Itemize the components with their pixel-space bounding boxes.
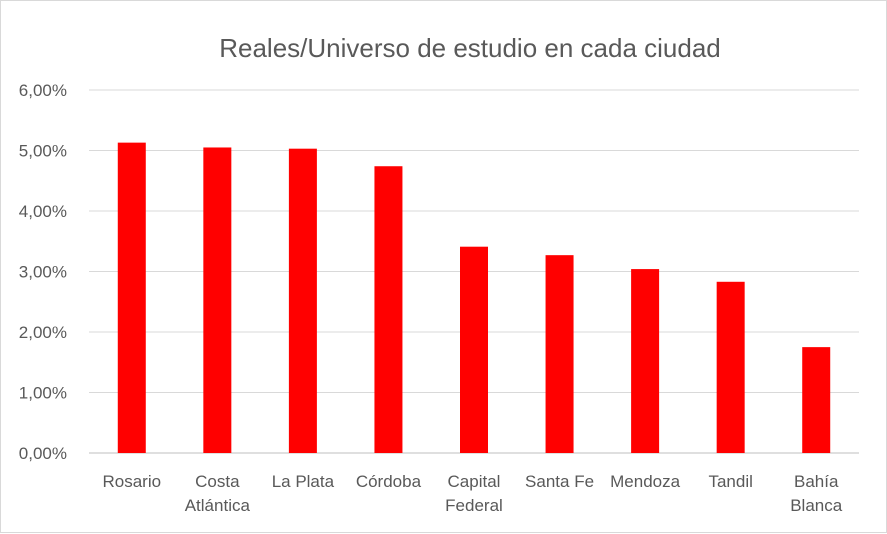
- bar: [545, 255, 574, 453]
- y-tick-label: 5,00%: [19, 142, 67, 161]
- x-tick-label: Capital Federal: [445, 472, 503, 515]
- x-axis-labels: Rosario Costa Atlántica La Plata Córdoba Capi…: [102, 472, 842, 515]
- x-tick-label: La Plata: [272, 472, 335, 491]
- bar: [631, 269, 660, 453]
- y-tick-label: 6,00%: [19, 81, 67, 100]
- y-tick-label: 2,00%: [19, 323, 67, 342]
- bar: [716, 281, 745, 453]
- bar: [802, 347, 831, 453]
- x-tick-label: Costa Atlántica: [185, 472, 251, 515]
- y-tick-label: 3,00%: [19, 263, 67, 282]
- chart-title: Reales/Universo de estudio en cada ciuda…: [219, 33, 721, 63]
- x-tick-label: Mendoza: [610, 472, 680, 491]
- bar: [203, 147, 232, 453]
- x-tick-label: Tandil: [708, 472, 752, 491]
- y-axis-ticks: 0,00% 1,00% 2,00% 3,00% 4,00% 5,00% 6,00%: [19, 81, 67, 463]
- y-tick-label: 4,00%: [19, 202, 67, 221]
- x-tick-label: Bahía Blanca: [790, 472, 843, 515]
- y-tick-label: 0,00%: [19, 444, 67, 463]
- y-tick-label: 1,00%: [19, 384, 67, 403]
- x-tick-label: Rosario: [102, 472, 161, 491]
- x-tick-label: Santa Fe: [525, 472, 594, 491]
- bar: [374, 166, 403, 454]
- bar: [117, 142, 146, 453]
- bar: [460, 246, 488, 453]
- bars: [117, 142, 831, 454]
- bar: [288, 148, 317, 453]
- x-tick-label: Córdoba: [356, 472, 422, 491]
